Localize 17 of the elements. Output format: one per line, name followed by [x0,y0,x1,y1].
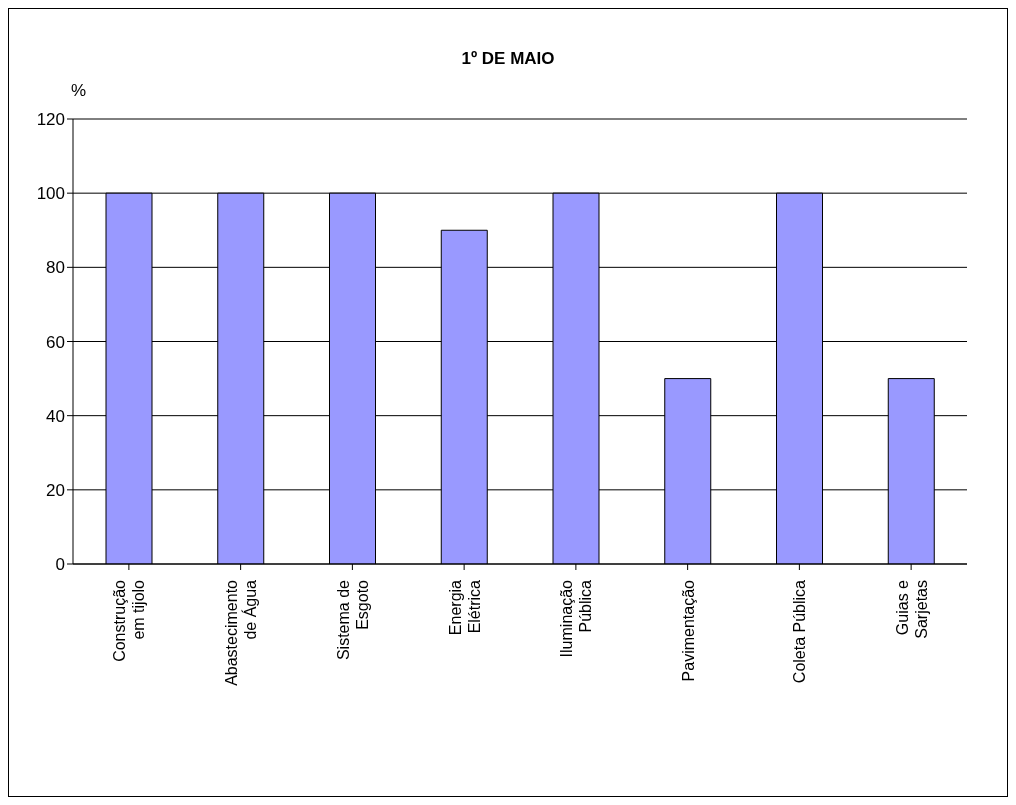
y-tick-label: 120 [36,110,65,130]
y-axis-title: % [71,81,87,101]
x-tick-label: Pavimentação [679,579,697,682]
y-tick-label: 80 [46,258,65,278]
x-tick-label: Construção em tijolo [111,579,148,662]
x-tick-label: Coleta Pública [791,579,809,684]
y-tick-label: 100 [36,184,65,204]
x-tick-label: Abastecimento de Água [223,579,260,686]
y-tick-label: 40 [46,406,65,426]
x-tick-label: Sistema de Esgoto [334,579,371,661]
y-tick-label: 60 [46,332,65,352]
x-tick-label: Guias e Sarjetas [893,579,930,639]
x-tick-label: Energia Elétrica [446,579,483,636]
chart-title: 1º DE MAIO [460,49,556,69]
y-tick-label: 0 [55,555,65,575]
y-tick-label: 20 [46,480,65,500]
x-tick-label: Iluminação Pública [558,579,595,658]
